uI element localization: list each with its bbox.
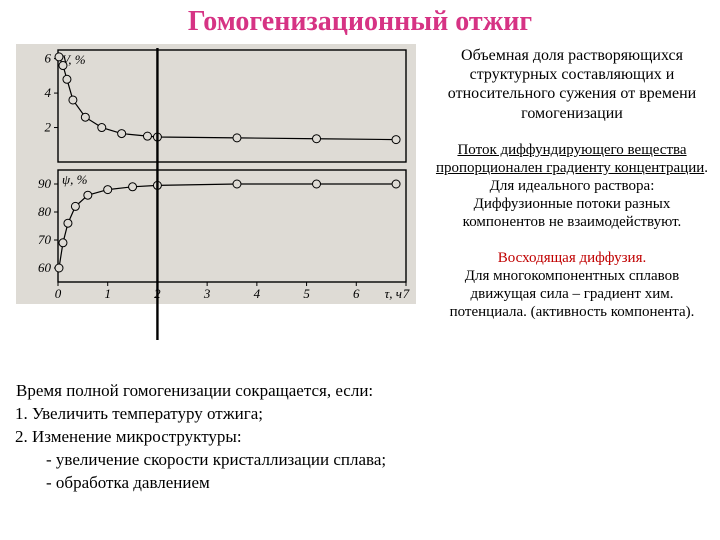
intro-line: Время полной гомогенизации сокращается, … [16,380,424,403]
diffusion-rest2: Диффузионные потоки разных компонентов н… [463,196,682,230]
svg-text:5: 5 [303,286,310,301]
list-item: - обработка давлением [46,472,424,495]
diffusion-underlined: Поток диффундирующего вещества пропорцио… [436,142,704,176]
svg-text:90: 90 [38,176,52,191]
left-column: 246V, %60708090ψ, %01234567τ, ч Время по… [0,44,430,495]
numbered-list: Увеличить температуру отжига; Изменение … [16,403,424,449]
svg-text:4: 4 [254,286,261,301]
svg-text:4: 4 [45,85,52,100]
rising-block: Восходящая диффузия. Для многокомпонентн… [434,249,710,321]
svg-text:70: 70 [38,232,52,247]
svg-text:0: 0 [55,286,62,301]
svg-text:1: 1 [104,286,111,301]
list-item: Изменение микроструктуры: [32,426,424,449]
chart: 246V, %60708090ψ, %01234567τ, ч [16,44,430,344]
rising-title: Восходящая диффузия. [434,249,710,267]
caption-text: Объемная доля растворяющихся структурных… [434,46,710,123]
svg-text:6: 6 [45,51,52,66]
svg-text:ψ, %: ψ, % [62,172,88,187]
list-item: Увеличить температуру отжига; [32,403,424,426]
svg-text:6: 6 [353,286,360,301]
svg-text:τ, ч: τ, ч [385,286,402,301]
title-text: Гомогенизационный отжиг [188,6,532,37]
page-title: Гомогенизационный отжиг [0,0,720,44]
rising-body: Для многокомпонентных сплавов движущая с… [434,267,710,321]
content-row: 246V, %60708090ψ, %01234567τ, ч Время по… [0,44,720,495]
svg-text:80: 80 [38,204,52,219]
dash-list: - увеличение скорости кристаллизации спл… [16,449,424,495]
svg-text:3: 3 [203,286,211,301]
left-text-block: Время полной гомогенизации сокращается, … [16,380,430,495]
list-item: - увеличение скорости кристаллизации спл… [46,449,424,472]
svg-text:7: 7 [403,286,410,301]
svg-text:2: 2 [45,120,52,135]
svg-text:60: 60 [38,260,52,275]
diffusion-block: Поток диффундирующего вещества пропорцио… [434,141,710,231]
right-column: Объемная доля растворяющихся структурных… [430,44,720,495]
